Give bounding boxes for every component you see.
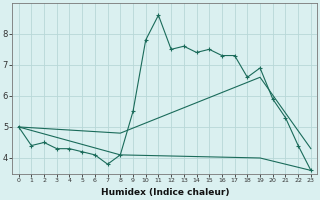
X-axis label: Humidex (Indice chaleur): Humidex (Indice chaleur) — [100, 188, 229, 197]
